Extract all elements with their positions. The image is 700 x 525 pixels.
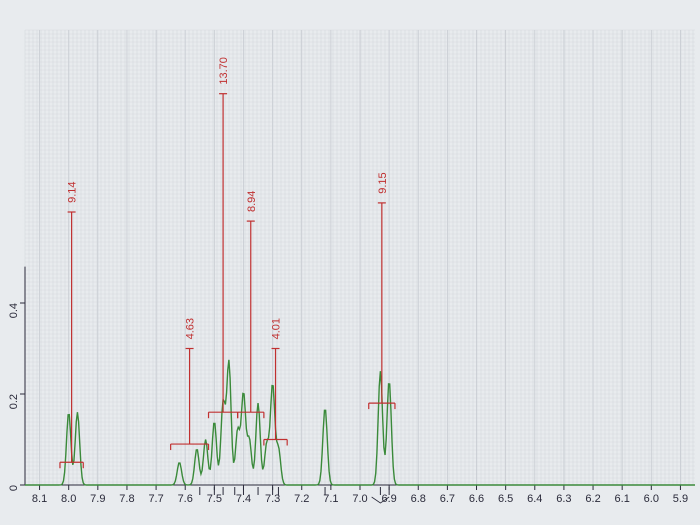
integration-label: 13.70 [218, 57, 230, 85]
svg-text:5.9: 5.9 [673, 493, 688, 505]
integration-label: 8.94 [246, 191, 258, 212]
svg-text:8.1: 8.1 [32, 493, 47, 505]
svg-text:0.4: 0.4 [8, 303, 20, 318]
svg-text:0.2: 0.2 [8, 394, 20, 409]
svg-text:6.3: 6.3 [556, 493, 571, 505]
svg-text:6.4: 6.4 [527, 493, 542, 505]
integration-label: 9.15 [377, 172, 389, 193]
svg-text:8.0: 8.0 [61, 493, 76, 505]
svg-text:0: 0 [8, 485, 20, 491]
svg-text:7.6: 7.6 [178, 493, 193, 505]
svg-text:6.2: 6.2 [585, 493, 600, 505]
integration-label: 4.01 [271, 318, 283, 339]
svg-text:6.8: 6.8 [411, 493, 426, 505]
svg-text:6.6: 6.6 [469, 493, 484, 505]
nmr-svg: 8.18.07.97.87.77.67.57.47.37.27.17.06.96… [0, 0, 700, 525]
svg-text:6.0: 6.0 [644, 493, 659, 505]
svg-text:7.0: 7.0 [352, 493, 367, 505]
svg-text:6.7: 6.7 [440, 493, 455, 505]
svg-text:7.2: 7.2 [294, 493, 309, 505]
svg-text:6.1: 6.1 [615, 493, 630, 505]
svg-text:7.9: 7.9 [90, 493, 105, 505]
integration-label: 4.63 [185, 318, 197, 339]
integration-label: 9.14 [67, 181, 79, 202]
svg-text:6.5: 6.5 [498, 493, 513, 505]
nmr-chart: 8.18.07.97.87.77.67.57.47.37.27.17.06.96… [0, 0, 700, 525]
svg-text:7.7: 7.7 [148, 493, 163, 505]
svg-text:7.8: 7.8 [119, 493, 134, 505]
